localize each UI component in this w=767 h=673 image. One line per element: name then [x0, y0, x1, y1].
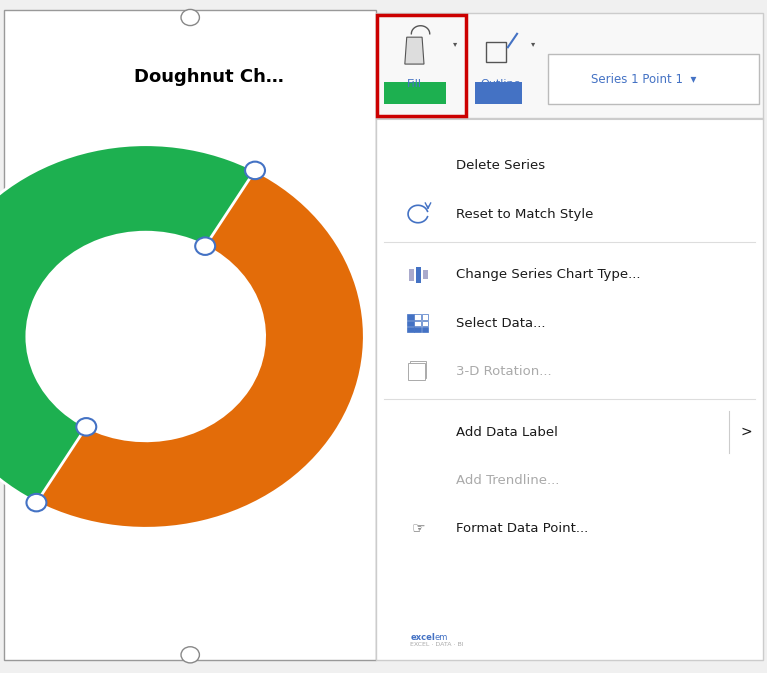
FancyBboxPatch shape — [416, 267, 421, 283]
Text: Format Data Point...: Format Data Point... — [456, 522, 588, 536]
Text: Doughnut Ch…: Doughnut Ch… — [134, 69, 284, 86]
Text: Select Data...: Select Data... — [456, 316, 546, 330]
FancyBboxPatch shape — [410, 361, 426, 378]
FancyBboxPatch shape — [376, 13, 763, 118]
Text: Add Trendline...: Add Trendline... — [456, 474, 560, 487]
FancyBboxPatch shape — [408, 363, 425, 380]
Text: Delete Series: Delete Series — [456, 159, 545, 172]
Circle shape — [181, 647, 199, 663]
FancyBboxPatch shape — [407, 314, 413, 320]
Text: Reset to Match Style: Reset to Match Style — [456, 207, 594, 221]
FancyBboxPatch shape — [414, 314, 421, 320]
Circle shape — [195, 238, 215, 255]
FancyBboxPatch shape — [4, 10, 376, 660]
Circle shape — [181, 9, 199, 26]
Circle shape — [245, 162, 265, 179]
Text: ☞: ☞ — [411, 522, 425, 536]
Text: Add Data Label: Add Data Label — [456, 425, 558, 439]
Text: Series 1 Point 1  ▾: Series 1 Point 1 ▾ — [591, 73, 696, 85]
Circle shape — [27, 494, 47, 511]
Text: Fill: Fill — [407, 79, 422, 89]
Text: >: > — [740, 425, 752, 439]
FancyBboxPatch shape — [423, 270, 428, 279]
Circle shape — [77, 418, 97, 435]
FancyBboxPatch shape — [414, 327, 421, 332]
FancyBboxPatch shape — [384, 82, 446, 104]
FancyBboxPatch shape — [407, 320, 413, 326]
Text: ▾: ▾ — [531, 40, 535, 48]
FancyBboxPatch shape — [376, 118, 763, 660]
Text: em: em — [435, 633, 448, 642]
Text: ▾: ▾ — [453, 40, 457, 48]
FancyBboxPatch shape — [409, 269, 414, 281]
Text: Change Series Chart Type...: Change Series Chart Type... — [456, 268, 641, 281]
FancyBboxPatch shape — [422, 320, 428, 326]
FancyBboxPatch shape — [422, 327, 428, 332]
FancyBboxPatch shape — [407, 327, 413, 332]
Wedge shape — [37, 170, 364, 528]
Text: 3-D Rotation...: 3-D Rotation... — [456, 365, 552, 378]
Polygon shape — [405, 37, 424, 64]
FancyBboxPatch shape — [548, 54, 759, 104]
Text: EXCEL · DATA · BI: EXCEL · DATA · BI — [410, 642, 464, 647]
Text: excel: excel — [410, 633, 435, 642]
Wedge shape — [0, 145, 364, 528]
Text: Outline: Outline — [480, 79, 521, 89]
FancyBboxPatch shape — [422, 314, 428, 320]
FancyBboxPatch shape — [414, 320, 421, 326]
FancyBboxPatch shape — [476, 82, 522, 104]
